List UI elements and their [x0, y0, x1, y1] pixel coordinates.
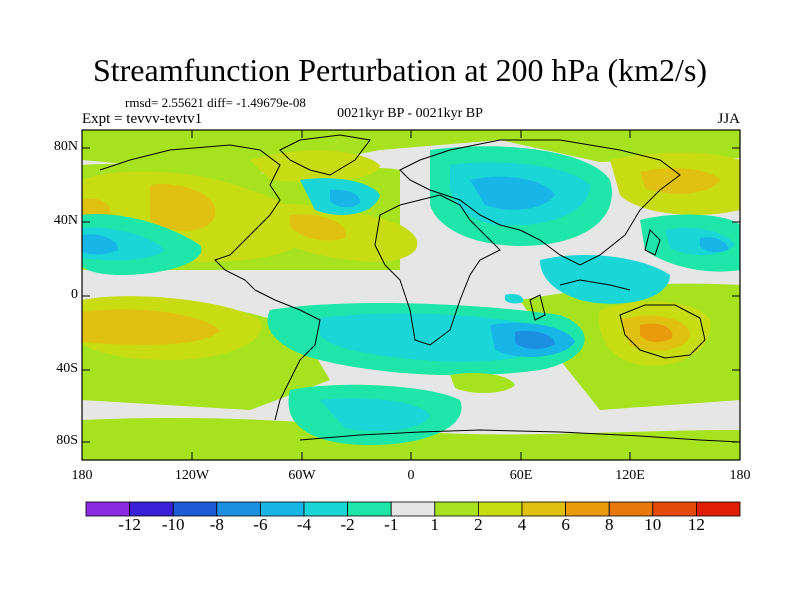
- lon-label-120e: 120E: [615, 468, 645, 483]
- lat-label-0: 0: [71, 287, 78, 302]
- colorbar-swatch: [303, 501, 348, 517]
- period-subtitle: 0021kyr BP - 0021kyr BP: [337, 106, 483, 121]
- lat-label-80n: 80N: [53, 139, 78, 154]
- lon-label-180w: 180: [71, 468, 93, 483]
- colorbar-tick-label: 2: [474, 515, 483, 534]
- colorbar-swatch: [259, 501, 305, 517]
- lon-label-60w: 60W: [288, 468, 316, 483]
- axis-ticks: [82, 130, 740, 460]
- stats-text: rmsd= 2.55621 diff= -1.49679e-08: [125, 95, 306, 110]
- colorbar-tick-label: 8: [604, 515, 614, 534]
- colorbar-swatch: [172, 501, 218, 517]
- contour-fills: [82, 130, 740, 460]
- coastlines: [99, 134, 740, 443]
- colorbar-swatch: [390, 501, 436, 517]
- colorbar-tick-label: 4: [517, 515, 527, 534]
- chart-title: Streamfunction Perturbation at 200 hPa (…: [92, 52, 708, 88]
- colorbar-swatch: [129, 501, 174, 517]
- colorbar-swatch: [608, 501, 654, 517]
- colorbar-tick-label: -6: [253, 515, 268, 534]
- lon-label-120w: 120W: [174, 468, 210, 483]
- colorbar-tick-label: -4: [296, 515, 312, 534]
- lat-label-40n: 40N: [53, 213, 78, 228]
- colorbar-swatch: [347, 501, 392, 517]
- colorbar-swatch: [565, 501, 610, 517]
- colorbar-tick-label: 6: [561, 515, 570, 534]
- colorbar-tick-label: -2: [340, 515, 355, 534]
- lon-label-0: 0: [407, 468, 415, 483]
- colorbar-swatch: [434, 501, 479, 517]
- lat-label-40s: 40S: [56, 361, 78, 376]
- colorbar-tick-label: 10: [644, 515, 662, 534]
- colorbar-swatch: [216, 501, 261, 517]
- colorbar-tick-label: 1: [430, 515, 440, 534]
- colorbar-tick-label: -1: [384, 515, 399, 534]
- colorbar-tick-label: -10: [161, 515, 185, 534]
- season-label: JJA: [717, 111, 740, 127]
- colorbar-swatch: [652, 501, 697, 517]
- colorbar-tick-label: 12: [687, 515, 705, 534]
- colorbar-tick-label: -12: [118, 515, 141, 534]
- colorbar-swatch: [477, 501, 523, 517]
- colorbar-swatch: [696, 501, 741, 517]
- lat-label-80s: 80S: [56, 433, 78, 448]
- colorbar-swatch: [85, 501, 130, 517]
- experiment-label: Expt = tevvv-tevtv1: [82, 111, 203, 127]
- colorbar-tick-label: -8: [209, 515, 224, 534]
- lon-label-180e: 180: [729, 468, 751, 483]
- lon-label-60e: 60E: [509, 468, 533, 483]
- colorbar-swatch: [521, 501, 566, 517]
